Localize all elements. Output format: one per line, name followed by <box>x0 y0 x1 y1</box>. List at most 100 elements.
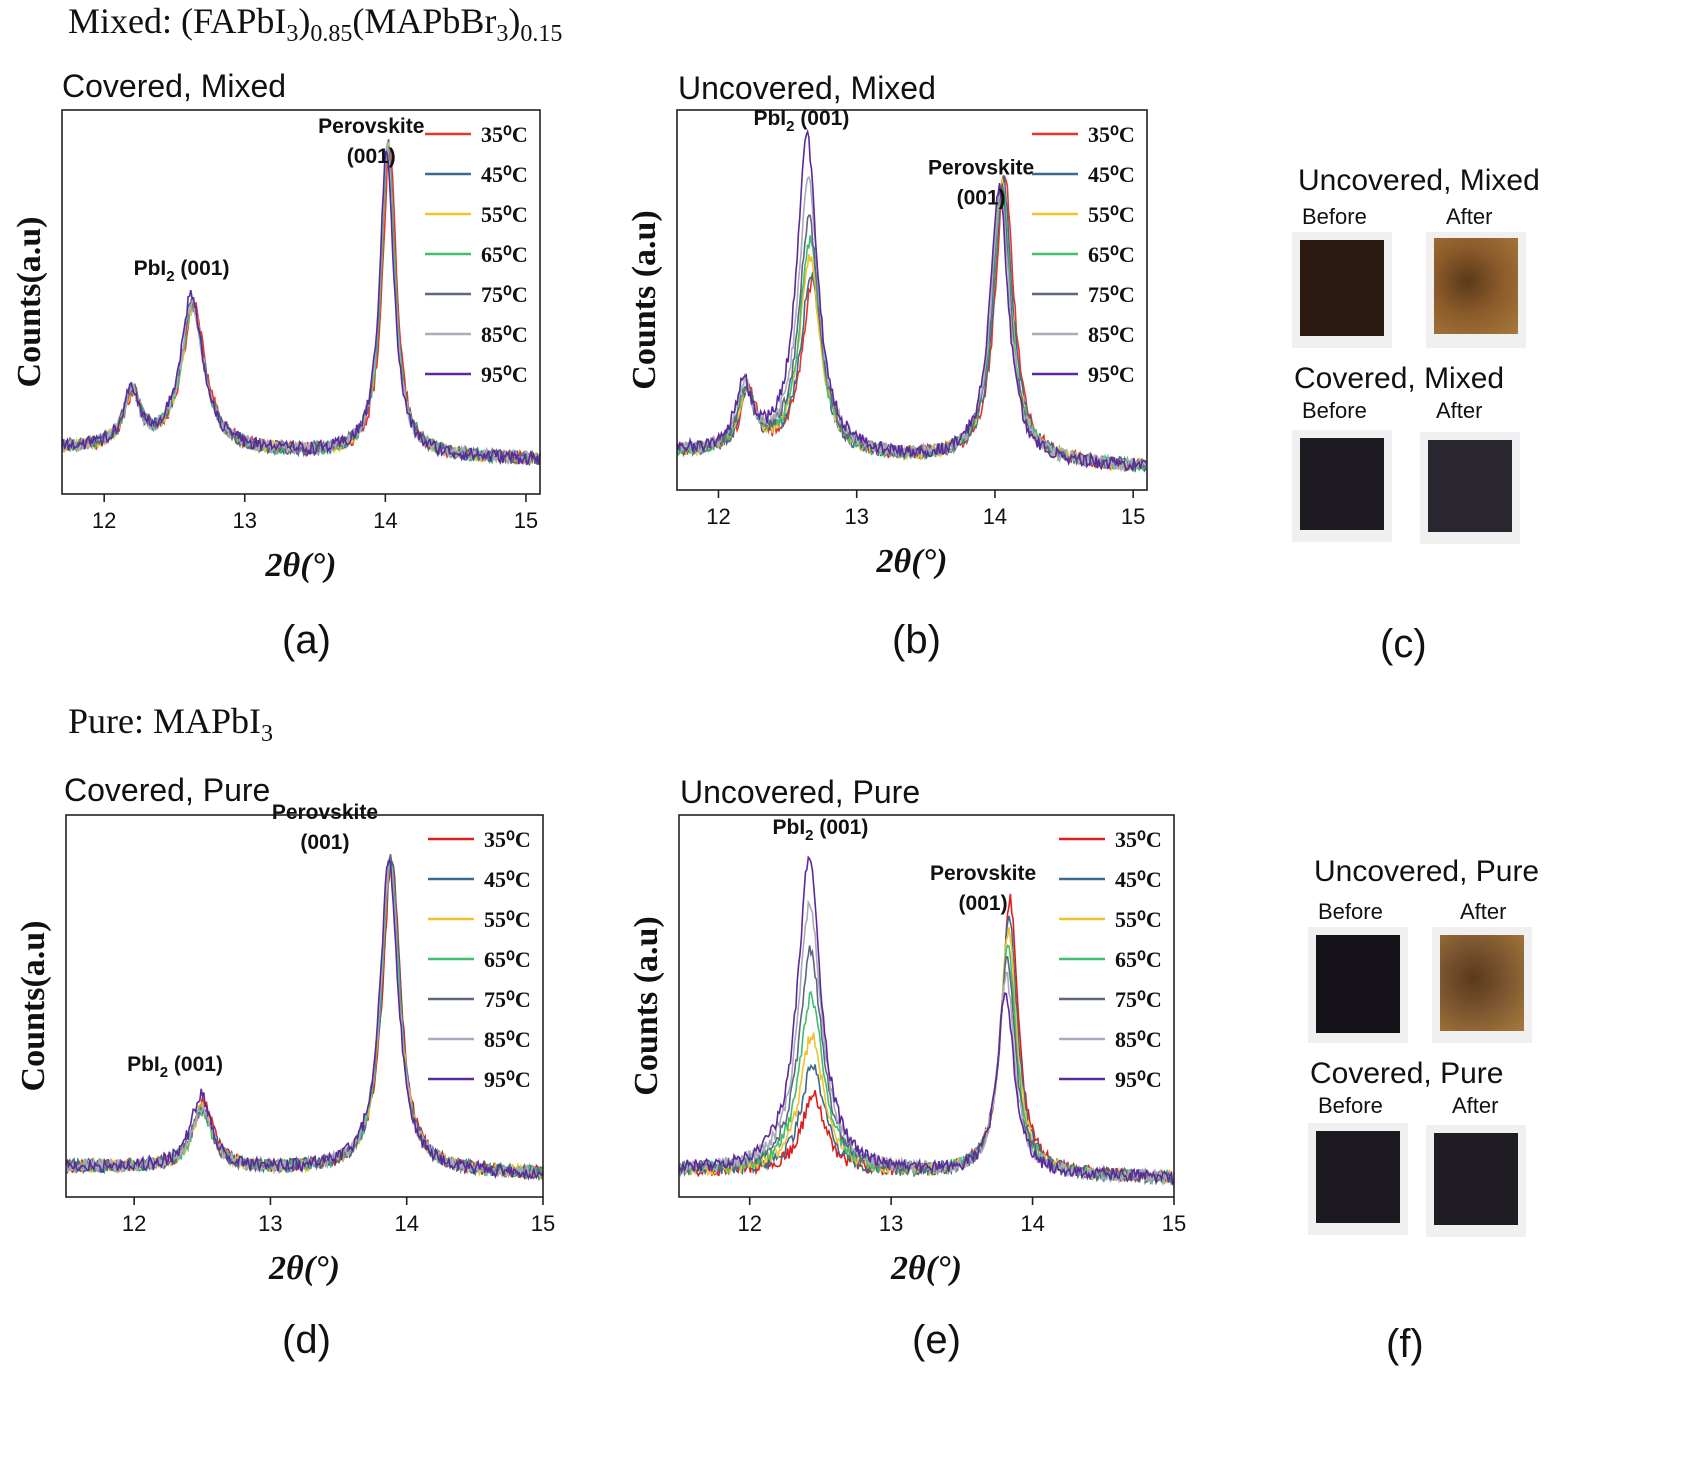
series-line-55⁰C <box>61 142 541 466</box>
x-tick-label: 15 <box>514 508 538 533</box>
sample-photo-uncovered-after <box>1432 927 1532 1043</box>
photo-label-after: After <box>1460 899 1507 924</box>
legend-label: 95⁰C <box>1115 1067 1162 1092</box>
chart-panel-b: 12 13 14 15 2θ(°) Counts (a.u) 35⁰C 45⁰C 55⁰C 65⁰… <box>626 107 1148 580</box>
chart-panel-d: 12 13 14 15 2θ(°) Counts(a.u) 35⁰C 45⁰C 55⁰C 65⁰C… <box>15 801 555 1287</box>
sample-film <box>1428 440 1512 532</box>
series-line-35⁰C <box>65 855 544 1181</box>
series-line-85⁰C <box>65 859 544 1179</box>
series-line-75⁰C <box>676 183 1148 472</box>
x-axis-label: 2θ(°) <box>265 547 337 584</box>
peak-annotation: Perovskite <box>272 801 378 824</box>
legend-label: 55⁰C <box>481 202 528 227</box>
series-line-85⁰C <box>676 175 1148 473</box>
legend-label: 45⁰C <box>1115 867 1162 892</box>
series-line-75⁰C <box>678 945 1175 1186</box>
chart-panel-e: 12 13 14 15 2θ(°) Counts (a.u) 35⁰C 45⁰C 55⁰C 65⁰… <box>628 814 1186 1287</box>
series-line-85⁰C <box>678 899 1175 1186</box>
section-title-mixed: Mixed: (FAPbI3)0.85(MAPbBr3)0.15 <box>68 1 563 48</box>
sample-photo-covered-after <box>1420 432 1520 544</box>
photo-label-before: Before <box>1318 1093 1383 1118</box>
x-tick-label: 12 <box>737 1211 761 1236</box>
legend-label: 65⁰C <box>484 947 531 972</box>
series-line-45⁰C <box>676 175 1148 473</box>
sample-film <box>1316 1131 1400 1223</box>
photo-label-after: After <box>1436 398 1483 423</box>
legend-label: 35⁰C <box>1088 122 1135 147</box>
sample-film <box>1434 1133 1518 1225</box>
panel-label-a: (a) <box>282 618 331 662</box>
panel-title-a: Covered, Mixed <box>62 68 287 104</box>
peak-annotation: Perovskite <box>930 862 1036 885</box>
legend-label: 35⁰C <box>481 122 528 147</box>
photo-label-after: After <box>1446 204 1493 229</box>
series-line-55⁰C <box>676 178 1148 473</box>
series-line-65⁰C <box>65 860 544 1181</box>
panel-label-d: (d) <box>282 1318 331 1362</box>
photo-heading-uncovered: Uncovered, Mixed <box>1298 164 1540 197</box>
sample-film <box>1434 238 1518 334</box>
legend-label: 45⁰C <box>1088 162 1135 187</box>
photo-label-before: Before <box>1318 899 1383 924</box>
legend-label: 95⁰C <box>1088 362 1135 387</box>
photo-heading-uncovered: Uncovered, Pure <box>1314 855 1540 888</box>
series-line-35⁰C <box>676 174 1148 472</box>
photo-panel-f: Uncovered, Pure Before After Covered, Pu… <box>1300 855 1600 1255</box>
x-axis-label: 2θ(°) <box>876 543 948 580</box>
peak-annotation-line2: (001) <box>957 187 1006 210</box>
series-line-95⁰C <box>678 855 1175 1186</box>
y-axis-label: Counts(a.u) <box>15 921 52 1092</box>
x-tick-label: 13 <box>258 1211 282 1236</box>
panel-label-b: (b) <box>892 618 941 662</box>
sample-photo-uncovered-after <box>1426 232 1526 348</box>
series-line-45⁰C <box>65 860 544 1182</box>
panel-title-e: Uncovered, Pure <box>680 774 921 810</box>
series-line-95⁰C <box>676 129 1148 472</box>
x-tick-label: 15 <box>1121 504 1145 529</box>
x-tick-label: 15 <box>1162 1211 1186 1236</box>
y-axis-label: Counts (a.u) <box>628 916 665 1095</box>
series-line-65⁰C <box>678 944 1175 1187</box>
y-axis-label: Counts (a.u) <box>626 210 663 389</box>
photo-label-before: Before <box>1302 398 1367 423</box>
photo-label-before: Before <box>1302 204 1367 229</box>
panel-title-b: Uncovered, Mixed <box>678 70 936 106</box>
series-line-75⁰C <box>65 854 544 1179</box>
panel-label-c: (c) <box>1380 622 1427 666</box>
series-group <box>61 139 541 467</box>
legend-label: 95⁰C <box>481 362 528 387</box>
x-tick-label: 12 <box>122 1211 146 1236</box>
legend-label: 85⁰C <box>1088 322 1135 347</box>
series-line-35⁰C <box>61 147 541 465</box>
series-group <box>65 854 544 1182</box>
series-line-75⁰C <box>61 144 541 467</box>
photo-heading-covered: Covered, Mixed <box>1294 362 1505 395</box>
peak-annotation: Perovskite <box>318 115 424 138</box>
legend-label: 65⁰C <box>1088 242 1135 267</box>
sample-photo-covered-before <box>1292 430 1392 542</box>
peak-annotation-line2: (001) <box>300 831 349 854</box>
sample-film <box>1300 240 1384 336</box>
x-tick-label: 14 <box>983 504 1007 529</box>
sample-photo-uncovered-before <box>1292 232 1392 348</box>
series-line-65⁰C <box>676 186 1148 473</box>
series-line-55⁰C <box>678 927 1175 1184</box>
panel-title-d: Covered, Pure <box>64 772 271 808</box>
legend-label: 75⁰C <box>484 987 531 1012</box>
series-line-55⁰C <box>65 860 544 1181</box>
x-tick-label: 14 <box>373 508 397 533</box>
legend-label: 45⁰C <box>484 867 531 892</box>
legend-label: 35⁰C <box>1115 827 1162 852</box>
x-tick-label: 14 <box>394 1211 418 1236</box>
sample-photo-covered-before <box>1308 1123 1408 1235</box>
peak-annotation: PbI2 (001) <box>772 816 868 844</box>
plot-frame <box>678 814 1175 1198</box>
series-group <box>678 855 1175 1187</box>
sample-photo-uncovered-before <box>1308 927 1408 1043</box>
plot-frame <box>676 109 1148 491</box>
peak-annotation: PbI2 (001) <box>753 107 849 135</box>
legend-label: 65⁰C <box>1115 947 1162 972</box>
legend-label: 75⁰C <box>1115 987 1162 1012</box>
peak-annotation: PbI2 (001) <box>127 1053 223 1081</box>
plot-frame <box>61 109 541 495</box>
